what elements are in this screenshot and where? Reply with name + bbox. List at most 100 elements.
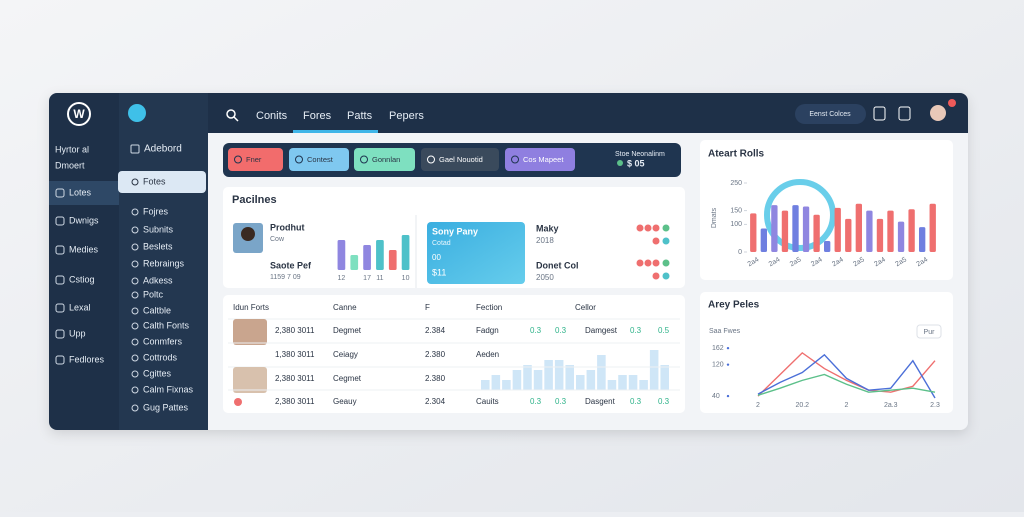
x-tick-label: 2a4 — [831, 256, 845, 268]
tab[interactable]: Pepers — [389, 110, 424, 122]
subnav-item[interactable]: Subnits — [143, 224, 174, 234]
y-tick-label: 120 — [712, 361, 724, 368]
subnav-item[interactable]: Conmfers — [143, 336, 183, 346]
x-tick-label: 2a5 — [894, 256, 908, 268]
nav-icon[interactable] — [55, 216, 65, 226]
x-tick-label: 20.2 — [795, 402, 809, 409]
x-tick-label: 2a4 — [747, 256, 761, 268]
pill[interactable] — [916, 324, 942, 339]
subnav-item[interactable]: Adkess — [143, 275, 173, 285]
table-cell: 2.304 — [425, 397, 446, 406]
card-sub: Cotad — [432, 240, 451, 247]
bar — [834, 207, 841, 252]
row-avatar — [234, 398, 242, 406]
subnav-item[interactable]: Beslets — [143, 241, 173, 251]
nav-icon[interactable] — [55, 245, 65, 255]
chip-icon — [427, 155, 435, 164]
subnav-title: Adebord — [144, 144, 182, 155]
chip[interactable] — [289, 148, 349, 171]
chip-label[interactable]: Fner — [246, 155, 262, 164]
stat-label: Maky — [536, 223, 559, 233]
brand: Hyrtor al — [55, 144, 89, 154]
table-cell: 0.3 — [555, 326, 567, 335]
table-cell: Ceiagy — [333, 350, 358, 359]
nav-icon[interactable] — [55, 329, 65, 339]
table-cell: 0.3 — [555, 397, 567, 406]
chip[interactable] — [354, 148, 415, 171]
subnav-item[interactable]: Fotes — [143, 176, 166, 186]
chip[interactable] — [505, 148, 575, 171]
search-icon — [233, 116, 239, 122]
nav-item[interactable]: Lexal — [69, 302, 91, 312]
bar — [908, 209, 915, 252]
icon[interactable] — [898, 106, 911, 121]
subnav-item[interactable]: Poltc — [143, 289, 164, 299]
nav-icon[interactable] — [55, 303, 65, 313]
x-tick-label: 17 — [363, 275, 371, 282]
card-title: Sony Pany — [432, 226, 478, 236]
top-button-label[interactable]: Eenst Colces — [809, 111, 851, 118]
tab[interactable]: Conits — [256, 110, 288, 122]
nav-item[interactable]: Medies — [69, 244, 99, 254]
subnav-item[interactable]: Calth Fonts — [143, 320, 190, 330]
sidebar — [49, 93, 119, 430]
stat-dot — [617, 160, 623, 166]
feature-card[interactable] — [427, 222, 525, 284]
bar — [481, 380, 490, 390]
chip-icon — [295, 155, 303, 164]
nav-item[interactable]: Fedlores — [69, 354, 105, 364]
tab[interactable]: Fores — [303, 110, 332, 122]
subnav-bullet — [131, 208, 139, 216]
chip-label[interactable]: Gonnlan — [372, 155, 400, 164]
table-header: Fection — [476, 303, 502, 312]
bar — [554, 360, 564, 390]
nav-item[interactable]: Cstiog — [69, 274, 95, 284]
bar — [855, 203, 862, 252]
chip-label[interactable]: Contest — [307, 155, 334, 164]
avatar[interactable] — [930, 105, 946, 121]
nav-item[interactable]: Upp — [69, 328, 86, 338]
nav-item[interactable]: Lotes — [69, 187, 92, 197]
panel-title: Pacilnes — [232, 194, 277, 206]
subnav-icon — [130, 144, 140, 154]
subnav-bullet — [131, 243, 139, 251]
tab[interactable]: Patts — [347, 110, 373, 122]
chip-icon — [234, 155, 242, 164]
subnav-item[interactable]: Cgittes — [143, 368, 172, 378]
table-cell: 0.3 — [658, 397, 670, 406]
nav-item[interactable]: Dwnigs — [69, 215, 99, 225]
row-avatar — [233, 367, 267, 393]
subnav-item[interactable]: Caltble — [143, 305, 171, 315]
table-cell: Dasgent — [585, 397, 616, 406]
chip[interactable] — [228, 148, 283, 171]
chip-label[interactable]: Cos Mapeet — [523, 155, 564, 164]
chip-label[interactable]: Gael Nouotid — [439, 155, 483, 164]
icon[interactable] — [873, 106, 886, 121]
nav-icon[interactable] — [55, 355, 65, 365]
stat-value: $ 05 — [627, 158, 645, 168]
chart-button[interactable]: Pur — [924, 329, 936, 336]
nav-icon[interactable] — [55, 188, 65, 198]
search-icon[interactable] — [226, 109, 236, 119]
chip[interactable] — [421, 148, 499, 171]
bar — [866, 210, 873, 252]
chip-icon — [511, 155, 519, 164]
logo[interactable] — [67, 102, 91, 126]
bar — [576, 375, 585, 390]
dots — [636, 224, 670, 280]
subnav-item[interactable]: Fojres — [143, 206, 169, 216]
table-cell: 2,380 3011 — [275, 397, 315, 406]
subnav-item[interactable]: Gug Pattes — [143, 402, 189, 412]
subnav-icon[interactable] — [128, 104, 146, 122]
table-cell: 0.3 — [530, 326, 542, 335]
top-button[interactable] — [795, 104, 866, 124]
subnav-item[interactable]: Calm Fixnas — [143, 384, 194, 394]
bar — [649, 350, 659, 390]
subnav-item[interactable]: Rebraings — [143, 258, 185, 268]
logo-glyph: W — [73, 107, 85, 121]
ring — [764, 179, 836, 251]
subnav-item[interactable]: Cottrods — [143, 352, 178, 362]
y-tick-label: 100 — [730, 221, 742, 228]
nav-icon[interactable] — [55, 275, 65, 285]
